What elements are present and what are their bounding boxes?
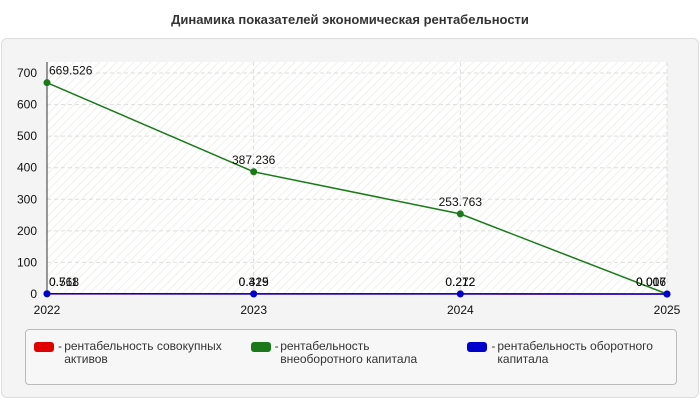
- legend-swatch: [250, 342, 271, 352]
- data-label: 0.568: [49, 275, 79, 289]
- data-point: [250, 168, 258, 176]
- data-label: 0.329: [239, 275, 269, 289]
- x-tick-label: 2024: [447, 303, 474, 317]
- legend-dash: -: [491, 339, 496, 366]
- data-label: 387.236: [232, 153, 276, 167]
- legend-item[interactable]: - рентабельность внеоборотного капитала: [243, 330, 460, 384]
- legend: - рентабельность совокупных активов - рен…: [25, 329, 677, 385]
- legend-swatch: [34, 342, 54, 352]
- y-tick-label: 0: [30, 287, 37, 301]
- data-label: 0.272: [445, 275, 475, 289]
- legend-label: рентабельность внеоборотного капитала: [280, 339, 418, 366]
- data-point: [663, 290, 671, 298]
- data-point: [43, 79, 51, 87]
- chart-title: Динамика показателей экономическая рента…: [171, 12, 529, 27]
- y-tick-label: 300: [17, 192, 37, 206]
- plot-area: [47, 62, 667, 294]
- legend-label: рентабельность оборотного капитала: [497, 339, 653, 366]
- data-point: [43, 290, 51, 298]
- data-point: [250, 290, 258, 298]
- data-label: 0.017: [636, 275, 666, 289]
- data-label: 0.415: [239, 275, 269, 289]
- legend-dash: -: [274, 339, 279, 366]
- data-label: 0.212: [445, 275, 475, 289]
- legend-dash: -: [58, 339, 62, 366]
- y-tick-label: 400: [17, 161, 37, 175]
- y-tick-label: 500: [17, 129, 37, 143]
- data-label: 253.763: [439, 195, 483, 209]
- legend-item[interactable]: - рентабельность оборотного капитала: [459, 330, 676, 384]
- data-point: [456, 210, 464, 218]
- y-tick-label: 100: [17, 255, 37, 269]
- chart: 0 100 200 300 400 500 600 700 2022 2023 2024 2025 0.…: [17, 62, 681, 317]
- legend-swatch: [467, 342, 488, 352]
- legend-label: рентабельность совокупных активов: [64, 339, 222, 366]
- data-point: [456, 290, 464, 298]
- y-tick-label: 700: [17, 66, 37, 80]
- y-tick-label: 600: [17, 98, 37, 112]
- series-line: [46, 81, 668, 295]
- data-label: 0.711: [49, 275, 78, 289]
- legend-item[interactable]: - рентабельность совокупных активов: [26, 330, 243, 384]
- x-tick-label: 2022: [34, 303, 61, 317]
- x-tick-label: 2023: [240, 303, 267, 317]
- data-label: 669.526: [49, 64, 93, 78]
- data-label: 0.007: [636, 275, 666, 289]
- x-tick-label: 2025: [654, 303, 681, 317]
- y-tick-label: 200: [17, 224, 37, 238]
